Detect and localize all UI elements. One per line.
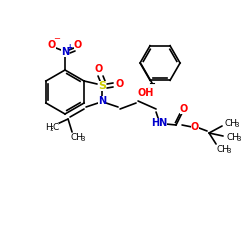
Text: H: H — [45, 122, 52, 132]
Text: O: O — [191, 122, 199, 132]
Text: 3: 3 — [50, 126, 54, 132]
Text: CH: CH — [70, 132, 84, 141]
Text: −: − — [54, 34, 60, 43]
Text: 3: 3 — [235, 122, 239, 128]
Text: O: O — [116, 79, 124, 89]
Text: C: C — [53, 122, 59, 132]
Text: HN: HN — [151, 118, 167, 128]
Text: 3: 3 — [237, 136, 241, 142]
Text: O: O — [180, 104, 188, 114]
Text: OH: OH — [138, 88, 154, 98]
Text: +: + — [66, 44, 72, 52]
Text: N: N — [61, 47, 69, 57]
Text: CH: CH — [216, 144, 230, 154]
Text: N: N — [98, 96, 106, 106]
Text: S: S — [98, 81, 106, 91]
Text: O: O — [95, 64, 103, 74]
Text: CH: CH — [224, 118, 237, 128]
Text: O: O — [48, 40, 56, 50]
Text: 3: 3 — [227, 148, 231, 154]
Text: 3: 3 — [81, 136, 85, 142]
Text: CH: CH — [226, 132, 239, 141]
Text: O: O — [74, 40, 82, 50]
